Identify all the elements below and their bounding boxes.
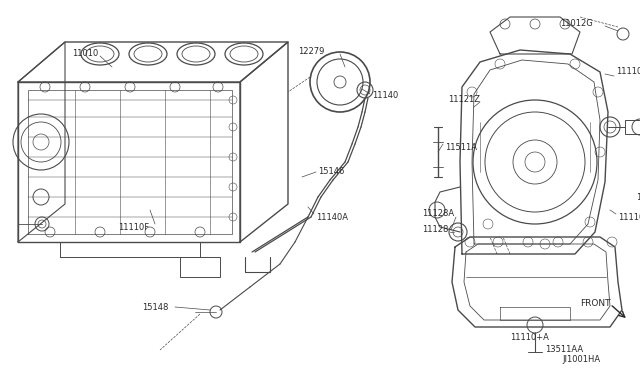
Text: 11140: 11140: [372, 92, 398, 100]
Text: FRONT: FRONT: [580, 299, 611, 308]
Text: 11110: 11110: [616, 67, 640, 77]
Text: 11110+A: 11110+A: [510, 333, 549, 341]
Bar: [625, 120, 640, 134]
Text: 11140A: 11140A: [316, 212, 348, 221]
Text: 11251A: 11251A: [636, 192, 640, 202]
Text: 11110F: 11110F: [118, 222, 149, 231]
Text: 11010: 11010: [72, 49, 99, 58]
Text: 11128A: 11128A: [422, 209, 454, 218]
Text: 13511AA: 13511AA: [545, 346, 583, 355]
Text: 12279: 12279: [298, 48, 324, 57]
Text: 15146: 15146: [318, 167, 344, 176]
Text: 11121Z: 11121Z: [448, 96, 480, 105]
Text: 11012G: 11012G: [560, 19, 593, 29]
Text: 11128: 11128: [422, 225, 449, 234]
Text: JI1001HA: JI1001HA: [562, 356, 600, 365]
Text: 11511A: 11511A: [445, 142, 477, 151]
Text: 15148: 15148: [142, 302, 168, 311]
Text: 11110A: 11110A: [618, 212, 640, 221]
